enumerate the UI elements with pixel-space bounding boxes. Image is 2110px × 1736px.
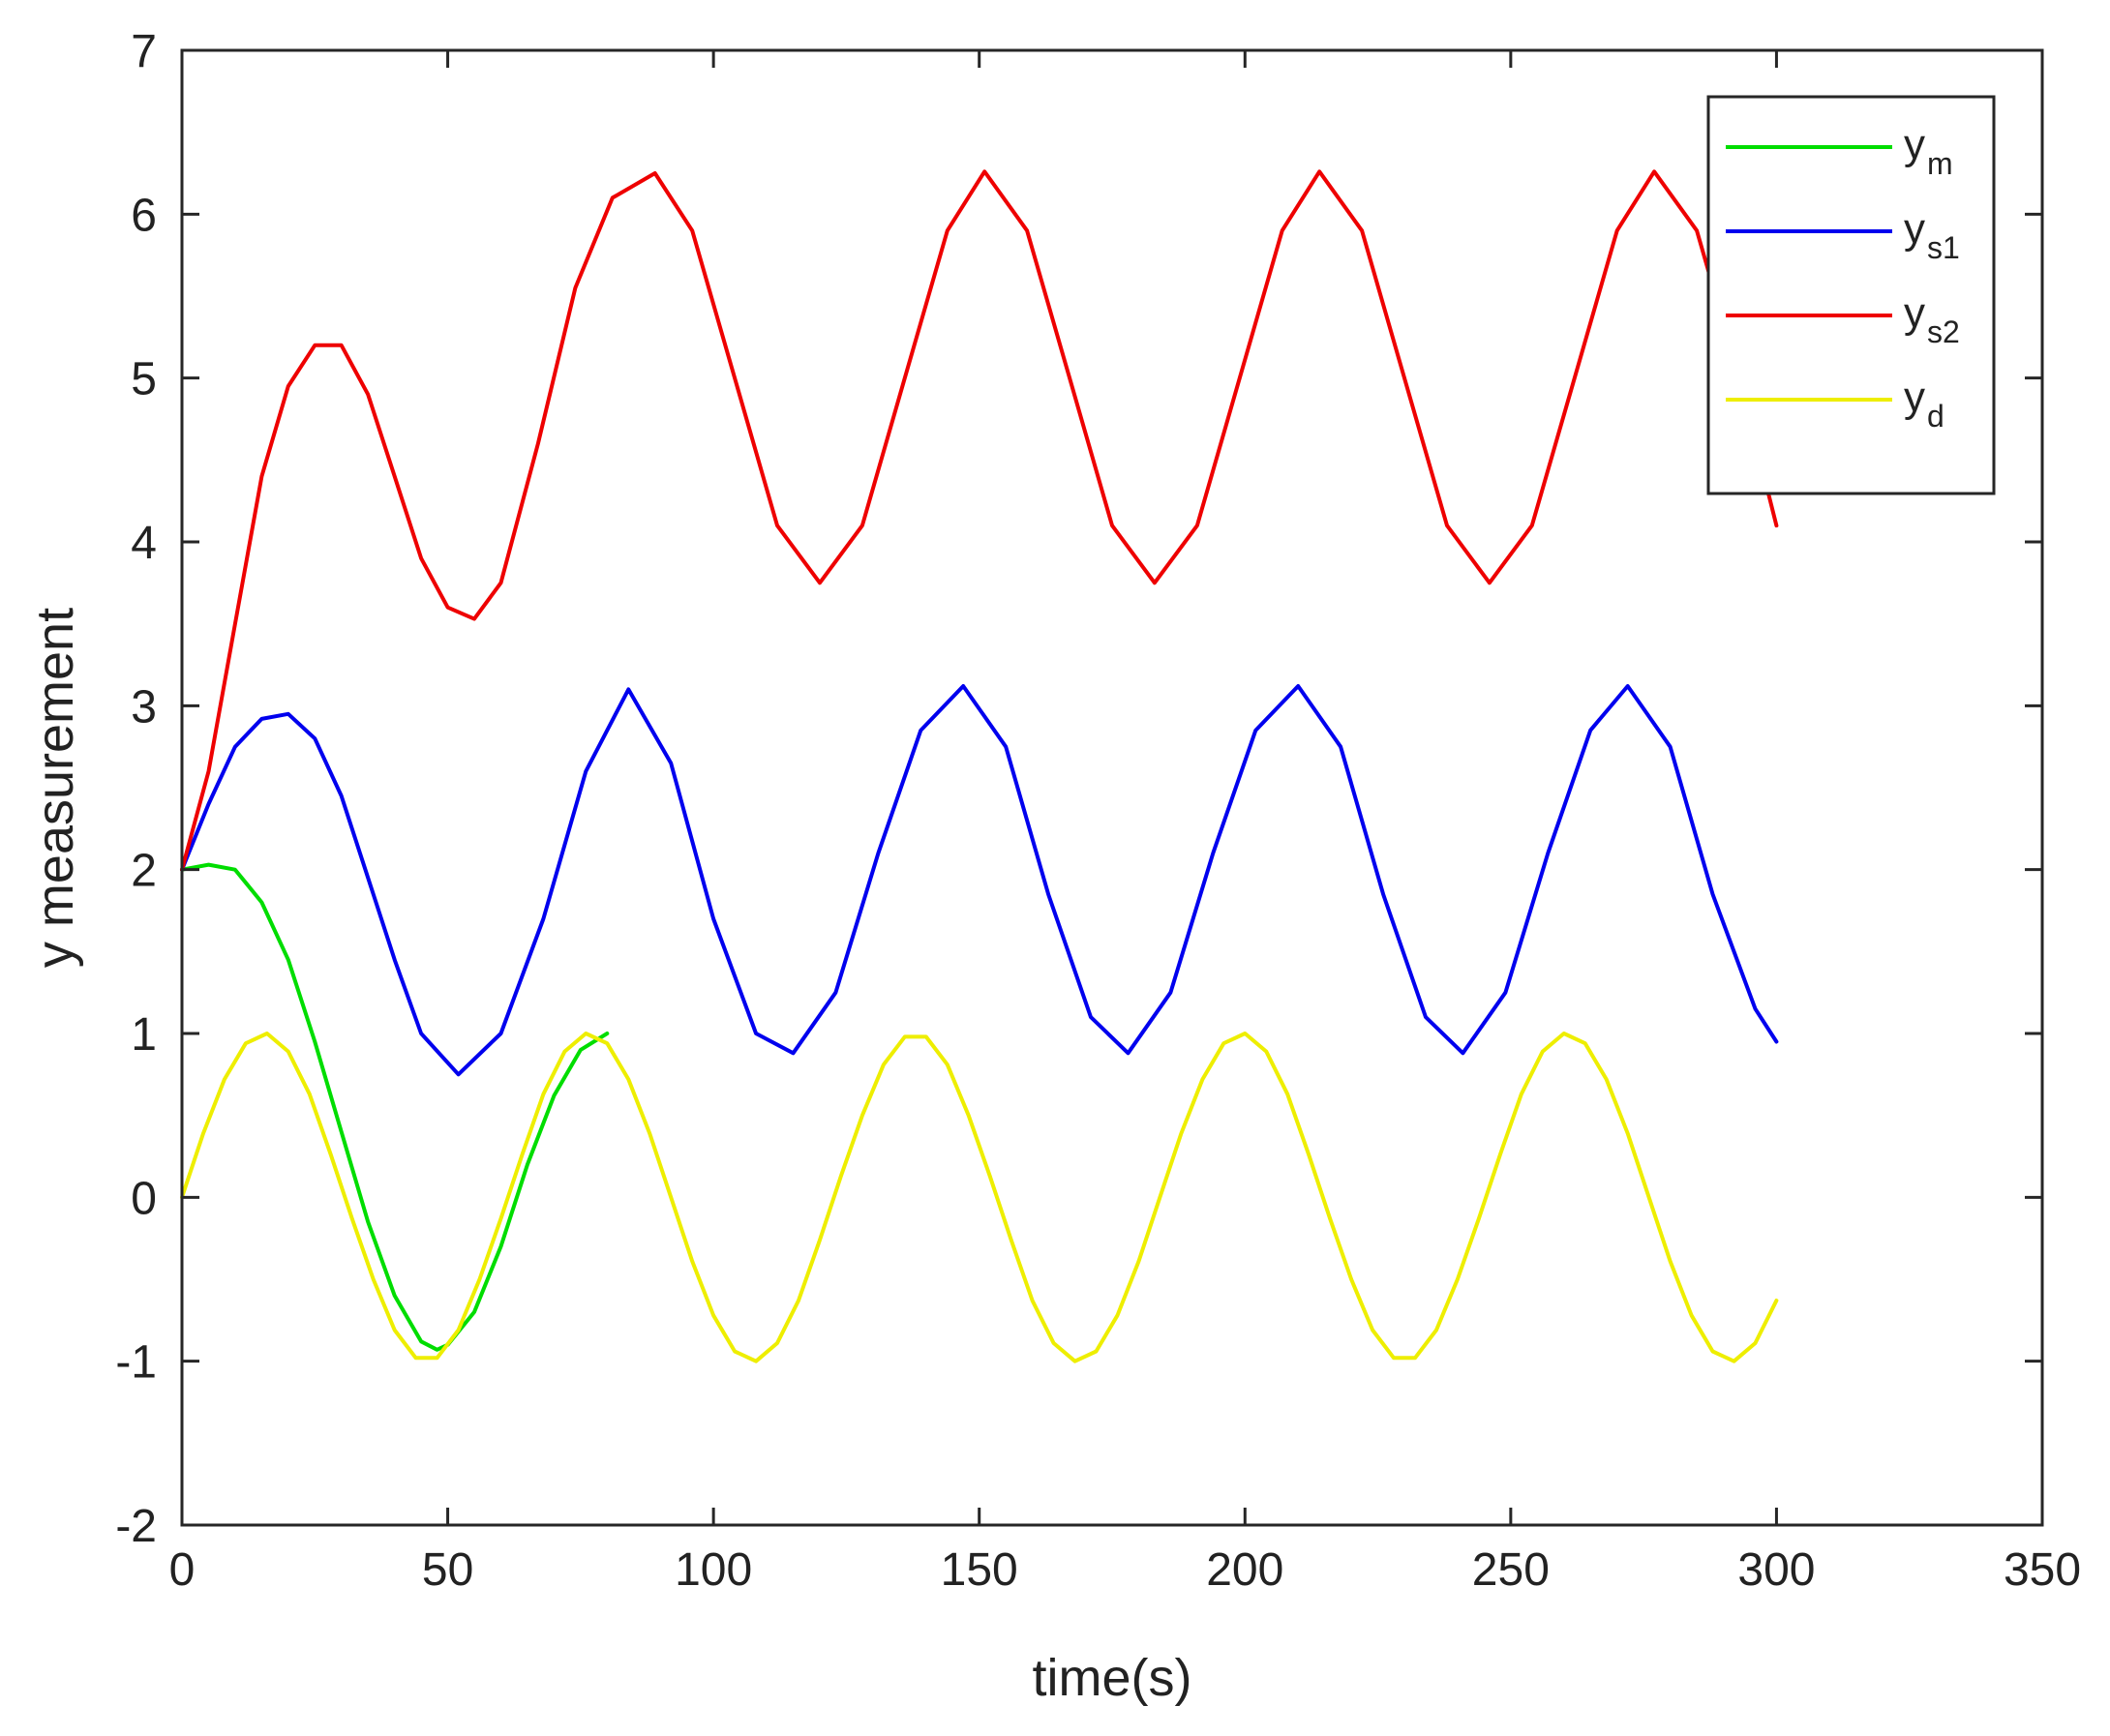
y-tick-label: 3 <box>131 681 157 733</box>
x-tick-label: 50 <box>422 1544 473 1596</box>
y-tick-label: 7 <box>131 26 157 77</box>
y-tick-label: -1 <box>115 1337 157 1389</box>
y-tick-label: 2 <box>131 846 157 897</box>
x-tick-label: 300 <box>1737 1544 1815 1596</box>
x-tick-label: 100 <box>675 1544 752 1596</box>
series-layer <box>180 169 1779 1363</box>
axes-layer: 0 50 100 150 200 250 300 350 -2 -1 0 1 2 3 4 5 6 7 <box>115 26 2081 1596</box>
y-tick-label: 6 <box>131 190 157 241</box>
x-tick-label: 200 <box>1206 1544 1283 1596</box>
y-tick-label: -2 <box>115 1501 157 1552</box>
y-tick-label: 0 <box>131 1173 157 1224</box>
x-tick-label: 350 <box>2004 1544 2081 1596</box>
series-line-yd <box>180 1032 1779 1363</box>
x-axis-label: time(s) <box>1033 1649 1192 1707</box>
axes-frame <box>180 48 2044 1527</box>
y-tick-label: 5 <box>131 354 157 405</box>
x-tick-label: 150 <box>941 1544 1018 1596</box>
y-axis-label: y measurement <box>26 608 84 968</box>
x-tick-label: 250 <box>1472 1544 1550 1596</box>
x-tick-label: 0 <box>169 1544 196 1596</box>
series-line-ys2 <box>180 169 1779 872</box>
y-tick-label: 1 <box>131 1009 157 1061</box>
series-line-ys1 <box>180 684 1779 1077</box>
legend-box <box>1706 95 1996 495</box>
series-line-ym <box>180 862 610 1352</box>
y-tick-label: 4 <box>131 518 157 569</box>
